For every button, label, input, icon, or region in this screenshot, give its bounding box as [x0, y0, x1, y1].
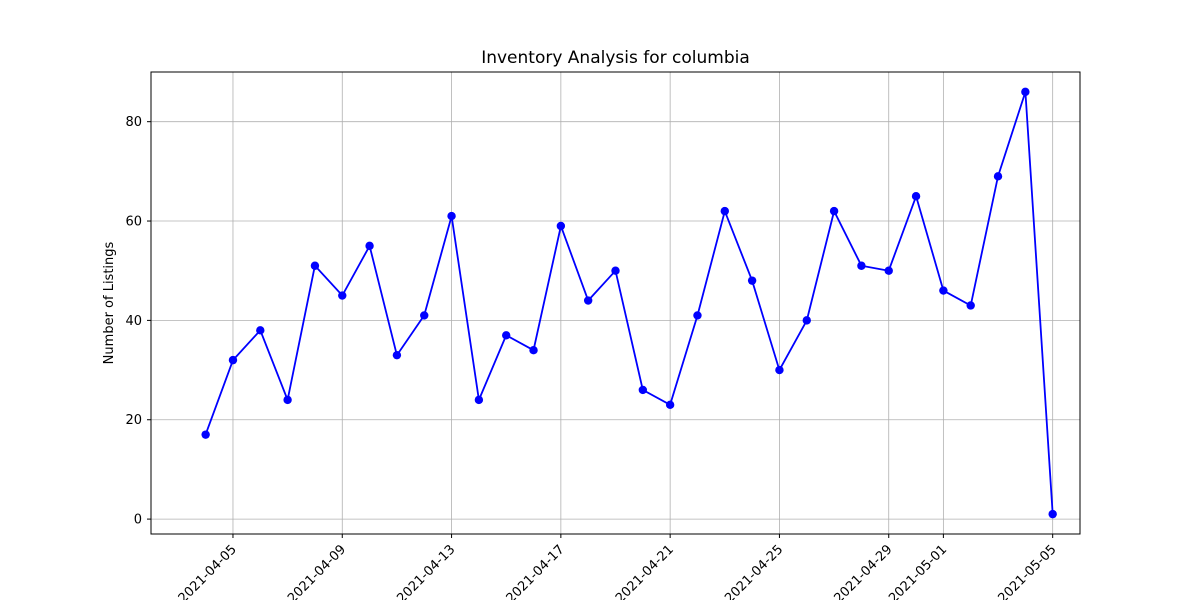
- data-point: [611, 266, 620, 275]
- data-point: [884, 266, 893, 275]
- series-markers: [201, 87, 1057, 519]
- data-point: [775, 365, 784, 375]
- data-point: [939, 286, 948, 295]
- data-point: [420, 311, 429, 320]
- x-tick-label: 2021-04-21: [613, 542, 677, 600]
- data-point: [693, 311, 702, 320]
- x-tick-label: 2021-04-29: [832, 542, 896, 600]
- data-point: [447, 211, 456, 221]
- data-point: [228, 355, 238, 365]
- data-point: [720, 206, 729, 216]
- y-tick-label: 40: [125, 314, 142, 329]
- y-axis-ticks: 0 20 40 60 80: [125, 115, 151, 528]
- chart-title: Inventory Analysis for columbia: [481, 48, 750, 68]
- y-tick-label: 60: [125, 215, 142, 230]
- x-tick-label: 2021-04-05: [176, 542, 240, 600]
- data-point: [1048, 509, 1057, 519]
- data-point: [392, 350, 402, 360]
- x-tick-label: 2021-04-13: [394, 542, 458, 600]
- x-axis-ticks: 2021-04-05 2021-04-09 2021-04-13 2021-04-17…: [176, 534, 1060, 600]
- y-tick-label: 20: [125, 413, 142, 428]
- y-tick-label: 80: [125, 115, 142, 130]
- grid-lines: [151, 72, 1080, 534]
- data-point: [283, 395, 292, 405]
- y-tick-label: 0: [134, 513, 142, 528]
- x-tick-label: 2021-05-05: [995, 542, 1059, 600]
- data-point: [993, 172, 1003, 181]
- data-point: [638, 385, 648, 395]
- data-point: [1021, 87, 1030, 97]
- data-point: [365, 241, 374, 251]
- x-tick-label: 2021-05-01: [886, 542, 950, 600]
- data-point: [556, 221, 566, 231]
- data-point: [747, 276, 757, 285]
- series-line: [204, 91, 1054, 515]
- data-point: [502, 331, 511, 340]
- data-point: [256, 326, 265, 335]
- data-point: [911, 191, 921, 201]
- plot-area-frame: [150, 71, 1081, 535]
- data-point: [310, 261, 320, 270]
- data-point: [857, 261, 866, 270]
- data-point: [529, 345, 538, 355]
- data-point: [583, 296, 593, 305]
- x-tick-label: 2021-04-17: [504, 542, 568, 600]
- data-point: [802, 316, 811, 325]
- data-point: [966, 301, 975, 310]
- x-tick-label: 2021-04-25: [722, 542, 786, 600]
- y-axis-label: Number of Listings: [102, 241, 117, 364]
- data-point: [474, 395, 484, 405]
- data-point: [201, 430, 210, 439]
- data-point: [338, 291, 347, 300]
- x-tick-label: 2021-04-09: [285, 542, 349, 600]
- data-point: [829, 206, 839, 216]
- data-point: [665, 400, 675, 410]
